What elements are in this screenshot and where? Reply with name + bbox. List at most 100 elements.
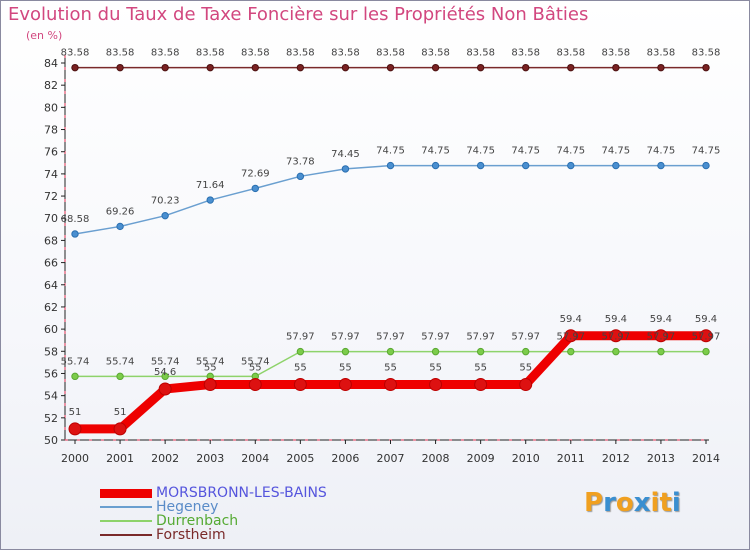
- data-label-durrenbach: 57.97: [466, 332, 495, 343]
- data-point-forstheim: [116, 63, 124, 72]
- x-tick-label: 2001: [106, 452, 134, 465]
- y-tick-label: 84: [44, 57, 58, 70]
- data-point-hegeney: [431, 161, 440, 170]
- x-tick-label: 2008: [422, 452, 450, 465]
- y-tick-label: 52: [44, 412, 58, 425]
- data-point-hegeney: [206, 196, 214, 204]
- data-label-hegeney: 72.69: [241, 168, 270, 179]
- data-label-hegeney: 69.26: [106, 206, 135, 217]
- y-tick-label: 50: [44, 434, 58, 447]
- data-label-durrenbach: 57.97: [421, 332, 450, 343]
- data-label-morsbronn-les-bains: 55: [519, 363, 532, 374]
- x-tick-label: 2014: [692, 452, 720, 465]
- data-label-hegeney: 73.78: [286, 156, 315, 167]
- data-point-hegeney: [386, 161, 395, 170]
- y-tick-label: 76: [44, 146, 58, 159]
- data-point-morsbronn-les-bains: [248, 378, 262, 392]
- legend-label: Forstheim: [156, 527, 226, 543]
- axes: 50 52 54 56 58 60 62 64 66 68 70 72 74 76 78 80 82 84 2000…: [44, 55, 720, 465]
- x-tick-label: 2005: [286, 452, 314, 465]
- data-point-morsbronn-les-bains: [158, 382, 172, 396]
- x-tick-label: 2013: [647, 452, 675, 465]
- data-point-forstheim: [612, 63, 620, 72]
- data-point-morsbronn-les-bains: [474, 378, 488, 392]
- x-tick-label: 2002: [151, 452, 179, 465]
- data-point-durrenbach: [476, 347, 485, 356]
- data-label-durrenbach: 57.97: [556, 332, 585, 343]
- data-label-forstheim: 83.58: [692, 48, 721, 59]
- x-tick-label: 2010: [512, 452, 540, 465]
- x-tick-label: 2007: [377, 452, 405, 465]
- data-label-hegeney: 74.75: [602, 146, 631, 157]
- data-point-forstheim: [341, 63, 350, 72]
- data-point-durrenbach: [161, 372, 169, 381]
- x-tick-label: 2004: [241, 452, 269, 465]
- x-tick-label: 2012: [602, 452, 630, 465]
- data-label-morsbronn-les-bains: 51: [69, 407, 82, 418]
- y-tick-label: 56: [44, 367, 58, 380]
- data-label-morsbronn-les-bains: 59.4: [650, 314, 672, 325]
- data-point-forstheim: [567, 63, 575, 72]
- logo-letter: i: [671, 488, 681, 518]
- data-point-hegeney: [657, 161, 665, 170]
- data-label-hegeney: 74.75: [556, 146, 585, 157]
- data-point-forstheim: [431, 63, 440, 72]
- data-label-forstheim: 83.58: [241, 48, 270, 59]
- y-axis-unit: (en %): [26, 29, 63, 42]
- data-label-morsbronn-les-bains: 55: [294, 363, 307, 374]
- data-point-morsbronn-les-bains: [609, 329, 623, 343]
- data-point-forstheim: [657, 63, 665, 72]
- y-tick-label: 58: [44, 345, 58, 358]
- data-point-hegeney: [116, 222, 124, 231]
- x-tick-label: 2009: [467, 452, 495, 465]
- logo-letter: x: [633, 488, 651, 518]
- data-label-morsbronn-les-bains: 59.4: [605, 314, 627, 325]
- y-tick-label: 66: [44, 257, 58, 270]
- data-label-hegeney: 74.75: [647, 146, 676, 157]
- data-point-morsbronn-les-bains: [68, 422, 82, 436]
- data-point-hegeney: [476, 161, 485, 170]
- data-point-morsbronn-les-bains: [429, 378, 443, 392]
- data-point-forstheim: [386, 63, 395, 72]
- logo-letter: i: [650, 488, 660, 518]
- data-point-durrenbach: [612, 347, 620, 356]
- data-label-durrenbach: 57.97: [647, 332, 676, 343]
- logo-letter: t: [659, 488, 672, 518]
- data-label-forstheim: 83.58: [602, 48, 631, 59]
- data-point-durrenbach: [431, 347, 440, 356]
- data-point-hegeney: [251, 184, 259, 193]
- data-point-durrenbach: [116, 372, 124, 381]
- data-point-forstheim: [71, 63, 79, 72]
- data-label-hegeney: 71.64: [196, 180, 225, 191]
- data-label-durrenbach: 55.74: [61, 356, 90, 367]
- data-label-forstheim: 83.58: [647, 48, 676, 59]
- data-label-hegeney: 74.75: [421, 146, 450, 157]
- data-point-durrenbach: [567, 347, 575, 356]
- y-tick-label: 82: [44, 79, 58, 92]
- data-label-forstheim: 83.58: [286, 48, 315, 59]
- y-tick-label: 54: [44, 390, 58, 403]
- data-point-hegeney: [522, 161, 530, 170]
- data-point-morsbronn-les-bains: [519, 378, 533, 392]
- data-label-durrenbach: 57.97: [511, 332, 540, 343]
- data-label-morsbronn-les-bains: 55: [204, 363, 217, 374]
- data-label-forstheim: 83.58: [61, 48, 90, 59]
- data-label-morsbronn-les-bains: 55: [384, 363, 397, 374]
- data-point-durrenbach: [702, 347, 710, 356]
- data-point-durrenbach: [522, 347, 530, 356]
- y-tick-label: 78: [44, 124, 58, 137]
- data-label-morsbronn-les-bains: 55: [249, 363, 262, 374]
- data-label-durrenbach: 57.97: [376, 332, 405, 343]
- legend-label: Durrenbach: [156, 513, 239, 529]
- data-label-hegeney: 74.75: [376, 146, 405, 157]
- data-point-morsbronn-les-bains: [654, 329, 668, 343]
- legend-label: Hegeney: [156, 499, 219, 515]
- data-label-forstheim: 83.58: [106, 48, 135, 59]
- data-label-morsbronn-les-bains: 54.6: [154, 367, 176, 378]
- data-point-hegeney: [612, 161, 620, 170]
- series-layer: [68, 63, 713, 436]
- y-tick-label: 62: [44, 301, 58, 314]
- data-point-forstheim: [251, 63, 259, 72]
- logo-letter: P: [584, 488, 604, 518]
